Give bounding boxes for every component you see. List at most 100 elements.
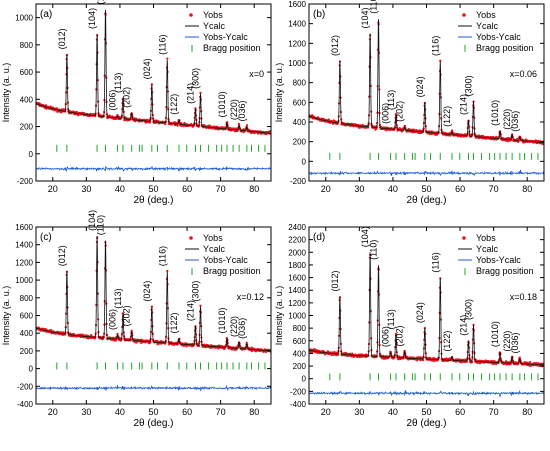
panel-label: (b) (313, 9, 325, 20)
x-tick-label: 50 (148, 407, 158, 417)
peak-label: (122) (169, 312, 179, 333)
y-tick-label: 1000 (288, 59, 306, 68)
y-tick-label: 200 (293, 362, 307, 371)
x-tick-label: 20 (48, 407, 58, 417)
x-tick-label: 60 (455, 184, 465, 194)
peak-label: (116) (430, 252, 440, 272)
peak-label: (214) (458, 94, 468, 115)
yobs-point (199, 91, 202, 95)
yobs-point (176, 124, 179, 127)
y-tick-label: 600 (293, 337, 307, 346)
y-tick-label: 0 (29, 365, 34, 374)
y-tick-label: 1200 (288, 39, 306, 48)
y-tick-label: 1400 (15, 241, 33, 250)
y-tick-label: 0 (302, 157, 307, 166)
panel-c: 20 30 40 50 60 70 80 -400 -200 0 200 400 600 800 1000 1… (1, 210, 272, 429)
peak-label: (036) (510, 111, 520, 132)
peak-label: (104) (87, 8, 97, 29)
panel-label: (d) (313, 232, 325, 243)
peak-label: (036) (237, 318, 247, 339)
y-tick-label: 600 (293, 98, 307, 107)
yobs-point (528, 360, 532, 364)
yobs-point (166, 57, 169, 60)
x-tick-label: 80 (249, 184, 259, 194)
series-yobs-ycalc (36, 385, 271, 392)
peak-label: (006) (108, 309, 118, 330)
x-tick-label: 50 (148, 184, 158, 194)
x-axis-label: 2θ (deg.) (406, 195, 446, 206)
x-tick-label: 20 (321, 184, 331, 194)
y-tick-label: 400 (20, 329, 34, 338)
y-axis-label: Intensity (a. u.) (274, 63, 284, 123)
x-tick-label: 40 (115, 407, 125, 417)
peak-label: (006) (108, 90, 118, 111)
y-tick-label: -200 (290, 387, 307, 396)
y-tick-label: 800 (20, 41, 34, 50)
yobs-point (450, 129, 454, 132)
series-bragg-position (329, 152, 539, 160)
y-tick-label: 200 (20, 347, 34, 356)
peak-label: (113) (113, 73, 123, 93)
yobs-point (439, 59, 442, 62)
y-tick-label: -400 (17, 400, 34, 409)
peak-label: (012) (57, 245, 67, 266)
y-tick-label: 1200 (288, 299, 306, 308)
peak-label: (024) (415, 302, 425, 323)
peak-label: (024) (415, 76, 425, 97)
peak-label: (214) (185, 83, 195, 104)
yobs-point (237, 122, 241, 126)
composition-label: x=0.18 (510, 292, 537, 302)
y-tick-label: 2400 (288, 223, 306, 232)
y-tick-label: 1200 (15, 258, 33, 267)
peak-label: (116) (157, 246, 167, 266)
peak-label: (110) (95, 215, 105, 235)
plot-frame (35, 3, 272, 182)
x-tick-label: 40 (388, 407, 398, 417)
legend-yobs: Yobs (476, 10, 496, 20)
legend-diff: Yobs-Ycalc (476, 32, 521, 42)
legend-ycalc: Ycalc (476, 244, 499, 254)
legend-yobs-marker (189, 13, 193, 17)
plot-area (309, 252, 544, 398)
y-tick-label: 1400 (288, 286, 306, 295)
peak-label: (1010) (217, 307, 227, 333)
x-tick-label: 80 (522, 184, 532, 194)
peak-label: (122) (442, 331, 452, 352)
legend-bragg: Bragg position (203, 43, 261, 53)
peak-label: (104) (360, 7, 370, 28)
yobs-point (245, 341, 248, 344)
y-tick-label: 600 (20, 312, 34, 321)
peak-label: (122) (169, 94, 179, 115)
y-tick-label: -400 (290, 400, 307, 409)
y-tick-label: -200 (17, 382, 34, 391)
x-tick-label: 60 (455, 407, 465, 417)
x-tick-label: 30 (81, 407, 91, 417)
composition-label: x=0.12 (237, 292, 264, 302)
yobs-point (90, 334, 93, 337)
x-tick-label: 60 (182, 407, 192, 417)
y-tick-label: 400 (20, 95, 34, 104)
peak-label: (300) (191, 68, 201, 89)
legend-yobs-marker (462, 13, 466, 17)
peak-label: (006) (381, 103, 391, 124)
series-yobs-ycalc (309, 389, 544, 398)
y-tick-label: 1600 (288, 274, 306, 283)
legend-ycalc: Ycalc (203, 244, 226, 254)
yobs-point (421, 358, 425, 362)
plot-frame (308, 226, 545, 405)
peak-label: (012) (330, 271, 340, 292)
legend-yobs: Yobs (476, 233, 496, 243)
yobs-point (166, 269, 169, 273)
y-tick-label: 1400 (288, 20, 306, 29)
x-tick-label: 60 (182, 184, 192, 194)
peak-label: (202) (395, 326, 405, 347)
panel-b: 20 30 40 50 60 70 80 -200 0 200 400 600 800 1000 1200 1… (274, 0, 545, 206)
x-axis-label: 2θ (deg.) (406, 418, 446, 429)
yobs-point (199, 304, 202, 307)
peak-label: (104) (360, 226, 370, 247)
panel-label: (c) (40, 232, 52, 243)
peak-label: (220) (502, 331, 512, 352)
y-axis-label: Intensity (a. u.) (1, 286, 11, 346)
